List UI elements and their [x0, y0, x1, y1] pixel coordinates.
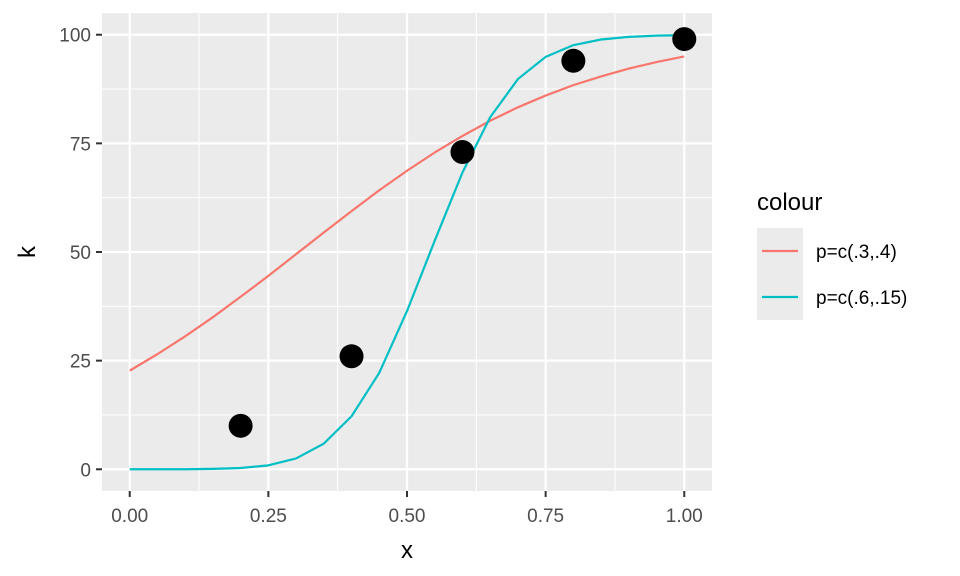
data-point	[228, 413, 253, 438]
y-tick-label: 0	[80, 460, 91, 481]
x-tick-label: 0.50	[389, 506, 426, 527]
data-point	[672, 27, 697, 52]
legend-label-2: p=c(.6,.15)	[816, 288, 907, 309]
x-tick-label: 0.00	[111, 506, 148, 527]
legend-label-1: p=c(.3,.4)	[816, 242, 897, 263]
y-tick-label: 50	[70, 243, 91, 264]
legend-title: colour	[757, 189, 822, 216]
y-axis: 0 25 50 75 100	[59, 26, 102, 481]
data-point	[561, 48, 586, 73]
y-tick-label: 75	[70, 134, 91, 155]
x-tick-label: 1.00	[666, 506, 703, 527]
y-tick-label: 100	[59, 26, 91, 47]
points	[228, 27, 697, 438]
x-tick-label: 0.75	[527, 506, 564, 527]
series-lines	[129, 34, 685, 471]
y-tick-label: 25	[70, 352, 91, 373]
grid-major	[102, 13, 712, 491]
series-line-1	[129, 55, 685, 372]
x-axis: 0.00 0.25 0.50 0.75 1.00	[111, 491, 703, 527]
data-point	[339, 344, 364, 369]
legend: colour p=c(.3,.4) p=c(.6,.15)	[757, 189, 907, 320]
data-point	[450, 140, 475, 165]
x-axis-title: x	[401, 537, 413, 564]
y-axis-title: k	[14, 245, 41, 258]
x-tick-label: 0.25	[250, 506, 287, 527]
series-line-2	[129, 34, 685, 471]
